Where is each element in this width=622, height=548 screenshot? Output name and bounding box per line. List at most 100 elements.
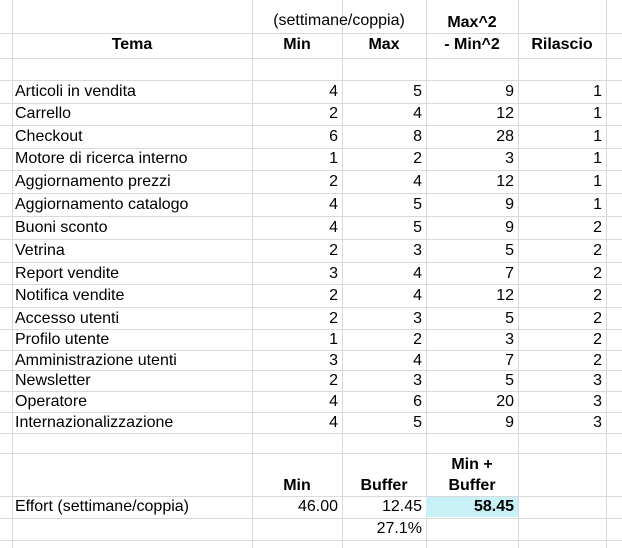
cell-rilascio[interactable]: 2 xyxy=(593,242,602,259)
buffer-percent-value[interactable]: 27.1% xyxy=(376,520,422,537)
cell-diff[interactable]: 28 xyxy=(496,128,514,145)
summary-header-total-line1[interactable]: Min + xyxy=(451,456,493,473)
cell-tema[interactable]: Operatore xyxy=(15,393,88,410)
effort-buffer-value[interactable]: 12.45 xyxy=(381,498,422,515)
cell-min[interactable]: 2 xyxy=(329,173,338,190)
grid-line xyxy=(0,103,622,104)
cell-rilascio[interactable]: 3 xyxy=(593,414,602,431)
cell-max[interactable]: 5 xyxy=(413,219,422,236)
cell-rilascio[interactable]: 3 xyxy=(593,372,602,389)
cell-max[interactable]: 8 xyxy=(413,128,422,145)
column-header-min[interactable]: Min xyxy=(283,36,311,53)
effort-total-value[interactable]: 58.45 xyxy=(426,497,518,517)
cell-min[interactable]: 4 xyxy=(329,393,338,410)
cell-max[interactable]: 4 xyxy=(413,352,422,369)
column-header-diff-line1[interactable]: Max^2 xyxy=(447,14,497,31)
cell-min[interactable]: 6 xyxy=(329,128,338,145)
cell-min[interactable]: 1 xyxy=(329,331,338,348)
cell-rilascio[interactable]: 2 xyxy=(593,352,602,369)
cell-rilascio[interactable]: 2 xyxy=(593,219,602,236)
column-header-rilascio[interactable]: Rilascio xyxy=(531,36,593,53)
cell-tema[interactable]: Aggiornamento prezzi xyxy=(15,173,171,190)
cell-diff[interactable]: 5 xyxy=(505,372,514,389)
cell-tema[interactable]: Notifica vendite xyxy=(15,287,125,304)
cell-rilascio[interactable]: 2 xyxy=(593,287,602,304)
cell-tema[interactable]: Articoli in vendita xyxy=(15,83,136,100)
cell-rilascio[interactable]: 1 xyxy=(593,105,602,122)
cell-min[interactable]: 3 xyxy=(329,265,338,282)
cell-rilascio[interactable]: 2 xyxy=(593,331,602,348)
grid-line xyxy=(0,262,622,263)
cell-tema[interactable]: Accesso utenti xyxy=(15,310,120,327)
cell-tema[interactable]: Motore di ricerca interno xyxy=(15,150,188,167)
cell-min[interactable]: 2 xyxy=(329,105,338,122)
cell-tema[interactable]: Checkout xyxy=(15,128,83,145)
cell-rilascio[interactable]: 3 xyxy=(593,393,602,410)
cell-max[interactable]: 4 xyxy=(413,105,422,122)
cell-rilascio[interactable]: 2 xyxy=(593,265,602,282)
cell-diff[interactable]: 5 xyxy=(505,242,514,259)
cell-min[interactable]: 1 xyxy=(329,150,338,167)
effort-row-label[interactable]: Effort (settimane/coppia) xyxy=(15,498,190,515)
cell-max[interactable]: 4 xyxy=(413,265,422,282)
cell-tema[interactable]: Buoni sconto xyxy=(15,219,108,236)
cell-diff[interactable]: 9 xyxy=(505,219,514,236)
cell-diff[interactable]: 12 xyxy=(496,287,514,304)
cell-max[interactable]: 3 xyxy=(413,242,422,259)
cell-diff[interactable]: 5 xyxy=(505,310,514,327)
cell-max[interactable]: 5 xyxy=(413,83,422,100)
cell-diff[interactable]: 20 xyxy=(496,393,514,410)
cell-max[interactable]: 2 xyxy=(413,331,422,348)
cell-min[interactable]: 4 xyxy=(329,219,338,236)
cell-rilascio[interactable]: 1 xyxy=(593,150,602,167)
cell-max[interactable]: 4 xyxy=(413,287,422,304)
cell-rilascio[interactable]: 2 xyxy=(593,310,602,327)
cell-tema[interactable]: Amministrazione utenti xyxy=(15,352,177,369)
cell-diff[interactable]: 7 xyxy=(505,352,514,369)
cell-tema[interactable]: Aggiornamento catalogo xyxy=(15,196,189,213)
cell-min[interactable]: 4 xyxy=(329,414,338,431)
cell-rilascio[interactable]: 1 xyxy=(593,196,602,213)
cell-tema[interactable]: Vetrina xyxy=(15,242,65,259)
cell-diff[interactable]: 12 xyxy=(496,173,514,190)
cell-min[interactable]: 2 xyxy=(329,310,338,327)
column-header-max[interactable]: Max xyxy=(368,36,400,53)
cell-tema[interactable]: Report vendite xyxy=(15,265,120,282)
cell-rilascio[interactable]: 1 xyxy=(593,128,602,145)
cell-max[interactable]: 2 xyxy=(413,150,422,167)
cell-diff[interactable]: 3 xyxy=(505,150,514,167)
cell-max[interactable]: 5 xyxy=(413,196,422,213)
cell-diff[interactable]: 7 xyxy=(505,265,514,282)
cell-tema[interactable]: Carrello xyxy=(15,105,72,122)
cell-diff[interactable]: 9 xyxy=(505,414,514,431)
summary-header-total-line2[interactable]: Buffer xyxy=(448,477,496,494)
grid-line xyxy=(0,80,622,81)
cell-rilascio[interactable]: 1 xyxy=(593,173,602,190)
cell-max[interactable]: 4 xyxy=(413,173,422,190)
grid-line xyxy=(606,0,607,548)
cell-diff[interactable]: 9 xyxy=(505,83,514,100)
cell-tema[interactable]: Internazionalizzazione xyxy=(15,414,174,431)
grid-line xyxy=(0,540,622,541)
cell-tema[interactable]: Newsletter xyxy=(15,372,91,389)
cell-min[interactable]: 2 xyxy=(329,372,338,389)
cell-min[interactable]: 4 xyxy=(329,196,338,213)
column-header-tema[interactable]: Tema xyxy=(111,36,153,53)
cell-max[interactable]: 3 xyxy=(413,310,422,327)
cell-min[interactable]: 3 xyxy=(329,352,338,369)
cell-max[interactable]: 6 xyxy=(413,393,422,410)
cell-diff[interactable]: 12 xyxy=(496,105,514,122)
cell-rilascio[interactable]: 1 xyxy=(593,83,602,100)
cell-min[interactable]: 4 xyxy=(329,83,338,100)
summary-header-buffer[interactable]: Buffer xyxy=(360,477,408,494)
column-header-diff-line2[interactable]: - Min^2 xyxy=(444,36,500,53)
effort-min-value[interactable]: 46.00 xyxy=(297,498,338,515)
cell-min[interactable]: 2 xyxy=(329,287,338,304)
cell-min[interactable]: 2 xyxy=(329,242,338,259)
cell-max[interactable]: 3 xyxy=(413,372,422,389)
cell-diff[interactable]: 3 xyxy=(505,331,514,348)
cell-tema[interactable]: Profilo utente xyxy=(15,331,110,348)
cell-diff[interactable]: 9 xyxy=(505,196,514,213)
summary-header-min[interactable]: Min xyxy=(283,477,311,494)
cell-max[interactable]: 5 xyxy=(413,414,422,431)
